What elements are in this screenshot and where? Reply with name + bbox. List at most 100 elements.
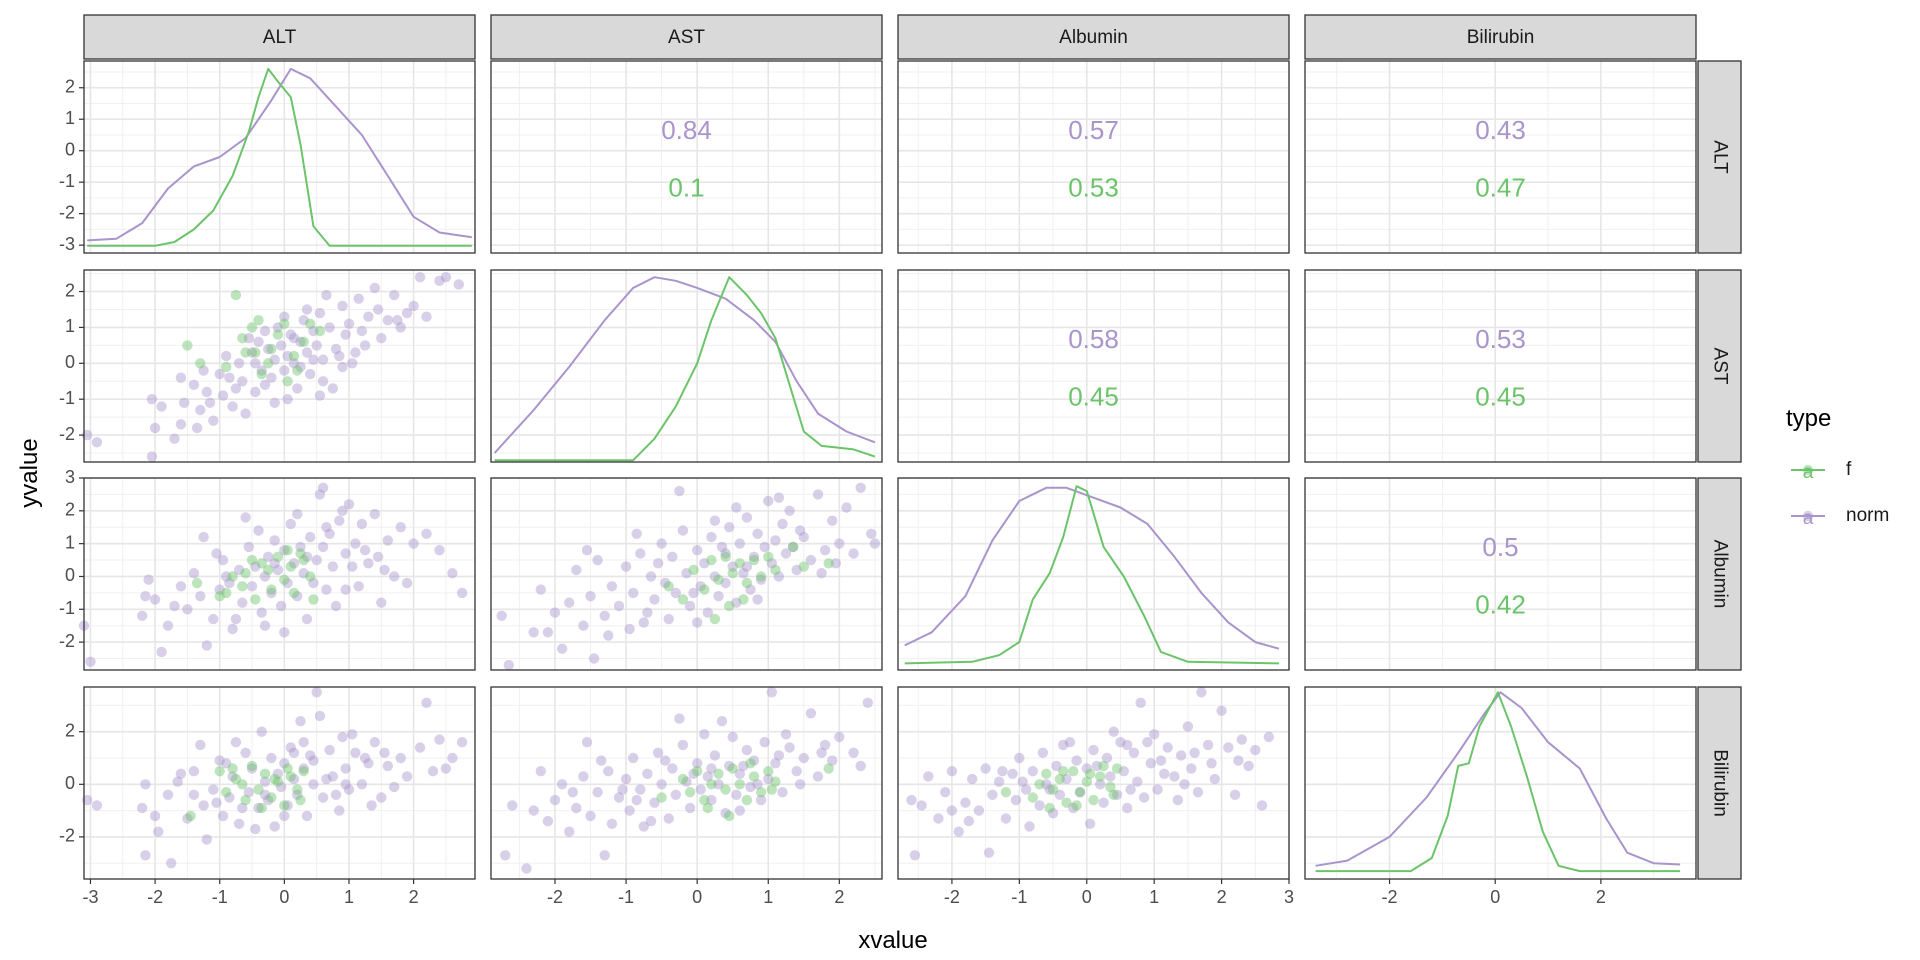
legend: type a fa norm <box>1786 405 1889 529</box>
scatter-point-norm <box>731 597 742 608</box>
y-tick-label: 1 <box>65 108 75 128</box>
density-line-f <box>1315 691 1681 873</box>
scatter-point-norm <box>275 781 287 793</box>
scatter-point-norm <box>259 789 271 800</box>
x-tick-label: -1 <box>1011 887 1027 907</box>
scatter-point-norm <box>414 742 426 753</box>
scatter-point-norm <box>233 358 245 369</box>
scatter-point-norm <box>301 810 313 822</box>
scatter-point-norm <box>734 768 745 779</box>
scatter-point-norm <box>376 792 387 803</box>
scatter-point-norm <box>1132 776 1143 787</box>
scatter-point-f <box>298 554 309 566</box>
scatter-point-norm <box>292 383 303 394</box>
scatter-point-norm <box>773 571 785 582</box>
scatter-point-norm <box>709 571 721 582</box>
scatter-point-norm <box>401 307 413 319</box>
scatter-point-norm <box>308 325 319 337</box>
scatter-point-norm <box>421 311 432 322</box>
scatter-point-norm <box>221 350 232 362</box>
scatter-point-norm <box>656 538 667 549</box>
scatter-point-norm <box>585 591 596 602</box>
scatter-point-norm <box>663 813 674 824</box>
panel-border <box>897 477 1290 671</box>
scatter-point-norm <box>188 379 200 390</box>
scatter-point-norm <box>745 584 756 595</box>
scatter-point-norm <box>1152 784 1163 795</box>
scatter-point-norm <box>217 390 229 401</box>
scatter-point-norm <box>628 752 639 764</box>
scatter-point-norm <box>359 752 371 764</box>
scatter-point-norm <box>1216 705 1227 716</box>
scatter-point-norm <box>866 528 877 539</box>
scatter-point-norm <box>363 558 374 569</box>
scatter-point-norm <box>282 350 293 362</box>
scatter-point-norm <box>702 771 713 782</box>
scatter-point-norm <box>674 485 685 497</box>
scatter-point-norm <box>321 584 332 595</box>
scatter-point-norm <box>667 763 678 774</box>
scatter-point-norm <box>256 607 267 618</box>
scatter-point-norm <box>269 821 280 832</box>
scatter-point-f <box>720 551 731 562</box>
scatter-point-norm <box>382 315 393 326</box>
scatter-point-norm <box>1196 687 1207 698</box>
scatter-point-f <box>663 581 674 592</box>
scatter-point-norm <box>549 794 561 806</box>
scatter-point-norm <box>324 744 335 756</box>
scatter-point-norm <box>317 482 329 493</box>
scatter-point-norm <box>642 607 653 618</box>
scatter-point-f <box>282 545 293 556</box>
panel-bilirubin-bilirubin <box>1304 686 1697 880</box>
scatter-point-norm <box>585 810 596 822</box>
scatter-point-norm <box>763 495 774 507</box>
scatter-point-norm <box>1091 760 1103 772</box>
scatter-point-norm <box>706 794 717 806</box>
panel-background <box>491 61 882 253</box>
scatter-point-norm <box>363 758 374 769</box>
scatter-point-norm <box>321 289 332 301</box>
scatter-point-norm <box>188 568 200 579</box>
scatter-point-norm <box>317 376 329 387</box>
scatter-point-norm <box>916 800 927 811</box>
scatter-point-f <box>191 577 203 589</box>
scatter-point-norm <box>295 716 306 727</box>
scatter-point-f <box>787 541 799 553</box>
scatter-point-norm <box>456 737 468 748</box>
scatter-point-norm <box>340 329 351 340</box>
scatter-point-f <box>240 794 251 806</box>
scatter-point-norm <box>337 731 348 743</box>
scatter-point-norm <box>237 376 248 387</box>
scatter-point-f <box>288 350 300 362</box>
scatter-point-norm <box>1047 808 1059 819</box>
scatter-point-f <box>256 368 267 380</box>
y-tick-label: 0 <box>65 139 75 159</box>
strip-top-ast <box>490 14 883 60</box>
scatter-point-norm <box>275 340 287 351</box>
scatter-point-norm <box>179 397 190 408</box>
scatter-point-norm <box>421 528 432 539</box>
scatter-point-norm <box>642 768 653 779</box>
scatter-point-norm <box>201 834 212 845</box>
scatter-point-norm <box>993 776 1005 787</box>
x-tick-label: 2 <box>834 887 844 907</box>
scatter-point-norm <box>198 365 209 376</box>
scatter-point-norm <box>321 522 332 533</box>
scatter-point-norm <box>230 613 242 625</box>
panel-albumin-alt <box>78 477 476 671</box>
scatter-point-norm <box>288 558 300 569</box>
scatter-point-norm <box>773 492 785 503</box>
strip-top-label: AST <box>668 27 705 48</box>
scatter-point-norm <box>334 350 345 362</box>
scatter-point-norm <box>211 548 222 559</box>
scatter-point-f <box>677 773 689 785</box>
scatter-point-norm <box>699 729 710 740</box>
correlation-norm-label: 0.53 <box>1475 324 1526 354</box>
density-line-norm <box>1315 691 1681 867</box>
scatter-point-norm <box>500 850 511 861</box>
scatter-point-norm <box>353 581 364 592</box>
scatter-point-f <box>1095 771 1106 782</box>
scatter-point-norm <box>1115 737 1126 748</box>
density-line-f <box>87 67 472 247</box>
